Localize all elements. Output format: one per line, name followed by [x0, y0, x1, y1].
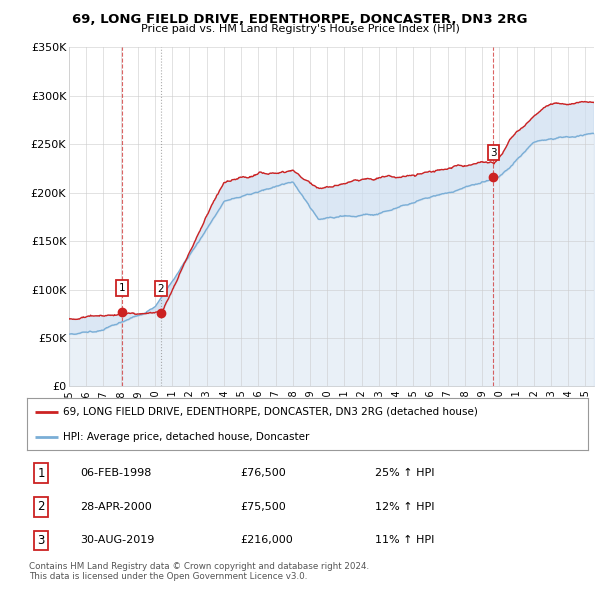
- Text: Price paid vs. HM Land Registry's House Price Index (HPI): Price paid vs. HM Land Registry's House …: [140, 24, 460, 34]
- Text: 69, LONG FIELD DRIVE, EDENTHORPE, DONCASTER, DN3 2RG: 69, LONG FIELD DRIVE, EDENTHORPE, DONCAS…: [72, 13, 528, 26]
- Text: 11% ↑ HPI: 11% ↑ HPI: [375, 535, 434, 545]
- Text: 25% ↑ HPI: 25% ↑ HPI: [375, 468, 434, 478]
- Text: 12% ↑ HPI: 12% ↑ HPI: [375, 502, 434, 512]
- Text: £216,000: £216,000: [240, 535, 293, 545]
- Text: 30-AUG-2019: 30-AUG-2019: [80, 535, 155, 545]
- Text: £75,500: £75,500: [240, 502, 286, 512]
- Text: 2: 2: [37, 500, 45, 513]
- Text: 2: 2: [157, 284, 164, 294]
- Text: Contains HM Land Registry data © Crown copyright and database right 2024.
This d: Contains HM Land Registry data © Crown c…: [29, 562, 369, 581]
- Text: 1: 1: [119, 283, 125, 293]
- Text: 1: 1: [37, 467, 45, 480]
- Text: 69, LONG FIELD DRIVE, EDENTHORPE, DONCASTER, DN3 2RG (detached house): 69, LONG FIELD DRIVE, EDENTHORPE, DONCAS…: [64, 407, 478, 417]
- Text: 3: 3: [37, 534, 45, 547]
- Text: 28-APR-2000: 28-APR-2000: [80, 502, 152, 512]
- Text: HPI: Average price, detached house, Doncaster: HPI: Average price, detached house, Donc…: [64, 432, 310, 441]
- Text: 3: 3: [490, 148, 497, 158]
- Text: £76,500: £76,500: [240, 468, 286, 478]
- Text: 06-FEB-1998: 06-FEB-1998: [80, 468, 152, 478]
